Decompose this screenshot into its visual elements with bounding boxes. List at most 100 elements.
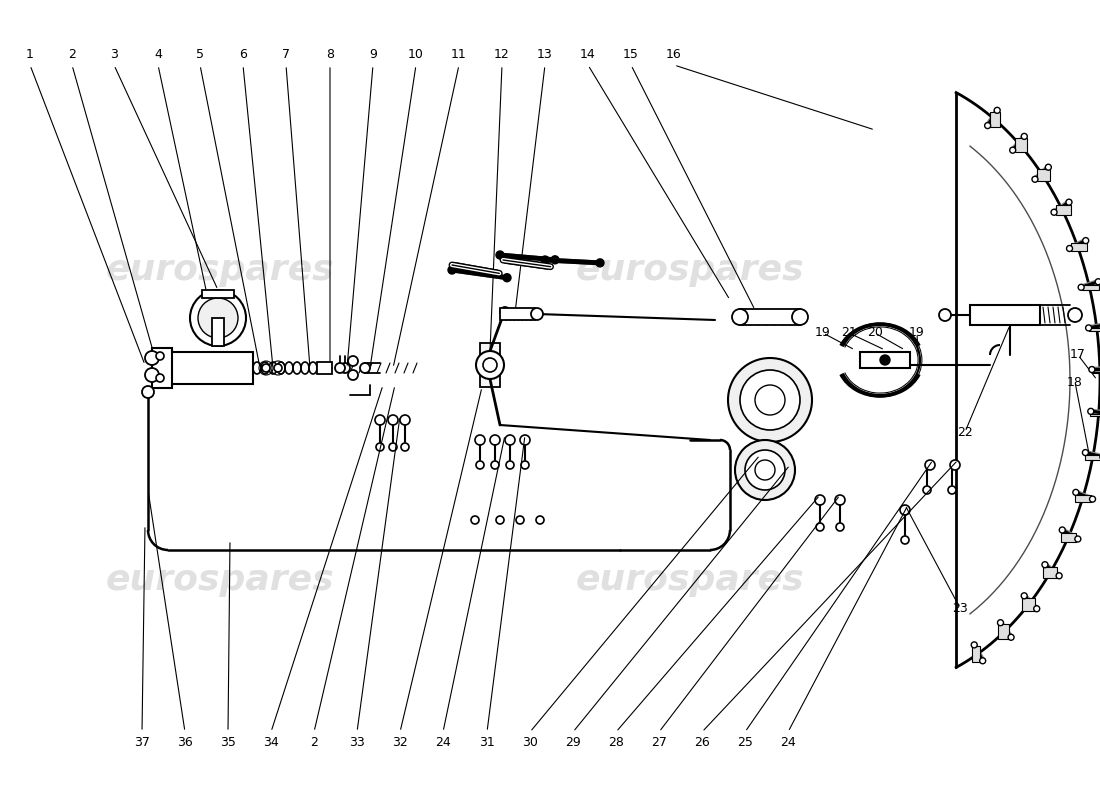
Circle shape — [735, 440, 795, 500]
Text: 12: 12 — [494, 49, 510, 62]
Circle shape — [475, 435, 485, 445]
Text: 5: 5 — [196, 49, 204, 62]
Circle shape — [948, 486, 956, 494]
Circle shape — [732, 309, 748, 325]
Text: 1: 1 — [26, 49, 34, 62]
Circle shape — [476, 351, 504, 379]
Circle shape — [505, 435, 515, 445]
Text: 7: 7 — [282, 49, 290, 62]
Text: 31: 31 — [480, 735, 495, 749]
Circle shape — [755, 385, 785, 415]
Circle shape — [1042, 562, 1048, 568]
Text: 29: 29 — [565, 735, 581, 749]
Circle shape — [1066, 199, 1072, 205]
Circle shape — [815, 495, 825, 505]
Bar — [1075, 495, 1091, 502]
Bar — [1060, 533, 1076, 542]
Text: 25: 25 — [737, 735, 752, 749]
Circle shape — [340, 363, 350, 373]
Circle shape — [1089, 496, 1096, 502]
Bar — [480, 343, 501, 387]
Circle shape — [156, 374, 164, 382]
Circle shape — [551, 256, 559, 264]
Text: 11: 11 — [451, 49, 466, 62]
Circle shape — [348, 370, 358, 380]
Text: 9: 9 — [370, 49, 377, 62]
Circle shape — [1078, 284, 1085, 290]
Text: 6: 6 — [239, 49, 246, 62]
Circle shape — [496, 251, 504, 259]
Circle shape — [596, 259, 604, 267]
Text: 34: 34 — [263, 735, 279, 749]
Bar — [971, 646, 980, 662]
Circle shape — [950, 460, 960, 470]
Circle shape — [1082, 238, 1089, 243]
Circle shape — [1075, 536, 1081, 542]
Text: 35: 35 — [220, 735, 235, 749]
Circle shape — [1059, 527, 1065, 533]
Circle shape — [490, 435, 500, 445]
Bar — [1056, 205, 1070, 214]
Text: 2: 2 — [310, 735, 318, 749]
Text: 32: 32 — [392, 735, 408, 749]
Circle shape — [389, 443, 397, 451]
Text: eurospares: eurospares — [575, 563, 804, 597]
Bar — [1082, 285, 1099, 290]
Circle shape — [142, 386, 154, 398]
Circle shape — [900, 505, 910, 515]
Text: 19: 19 — [909, 326, 925, 339]
Circle shape — [1008, 634, 1014, 640]
Text: 30: 30 — [522, 735, 538, 749]
Bar — [1090, 414, 1100, 416]
Circle shape — [190, 290, 246, 346]
Circle shape — [1096, 278, 1100, 285]
Text: 13: 13 — [537, 49, 553, 62]
Text: 16: 16 — [667, 49, 682, 62]
Text: eurospares: eurospares — [575, 253, 804, 287]
Circle shape — [516, 516, 524, 524]
Circle shape — [506, 461, 514, 469]
Circle shape — [745, 450, 785, 490]
Circle shape — [531, 308, 543, 320]
Text: eurospares: eurospares — [106, 563, 334, 597]
Text: 21: 21 — [842, 326, 857, 339]
Circle shape — [740, 370, 800, 430]
Circle shape — [274, 364, 282, 372]
Circle shape — [376, 443, 384, 451]
Circle shape — [503, 274, 512, 282]
Circle shape — [998, 620, 1003, 626]
Circle shape — [262, 364, 270, 372]
Text: 19: 19 — [815, 326, 830, 339]
Circle shape — [536, 516, 544, 524]
Circle shape — [1010, 147, 1015, 153]
Circle shape — [1082, 450, 1088, 455]
Circle shape — [923, 486, 931, 494]
Circle shape — [541, 256, 549, 264]
Circle shape — [984, 122, 991, 129]
Circle shape — [925, 460, 935, 470]
Text: 3: 3 — [110, 49, 118, 62]
Circle shape — [792, 309, 808, 325]
Text: 24: 24 — [436, 735, 451, 749]
Circle shape — [145, 368, 160, 382]
Bar — [990, 112, 1000, 127]
Circle shape — [198, 298, 238, 338]
Circle shape — [375, 415, 385, 425]
Circle shape — [1032, 176, 1038, 182]
Circle shape — [994, 107, 1000, 114]
Text: 36: 36 — [177, 735, 192, 749]
Circle shape — [145, 351, 160, 365]
Circle shape — [448, 266, 456, 274]
Bar — [1089, 328, 1100, 331]
Text: 8: 8 — [326, 49, 334, 62]
Circle shape — [400, 415, 410, 425]
Bar — [317, 362, 332, 374]
Bar — [1015, 138, 1026, 152]
Circle shape — [1034, 606, 1040, 612]
Bar — [1070, 243, 1087, 251]
Text: eurospares: eurospares — [106, 253, 334, 287]
Circle shape — [816, 523, 824, 531]
Bar — [1022, 598, 1035, 611]
Text: 28: 28 — [608, 735, 624, 749]
Bar — [1037, 170, 1050, 182]
